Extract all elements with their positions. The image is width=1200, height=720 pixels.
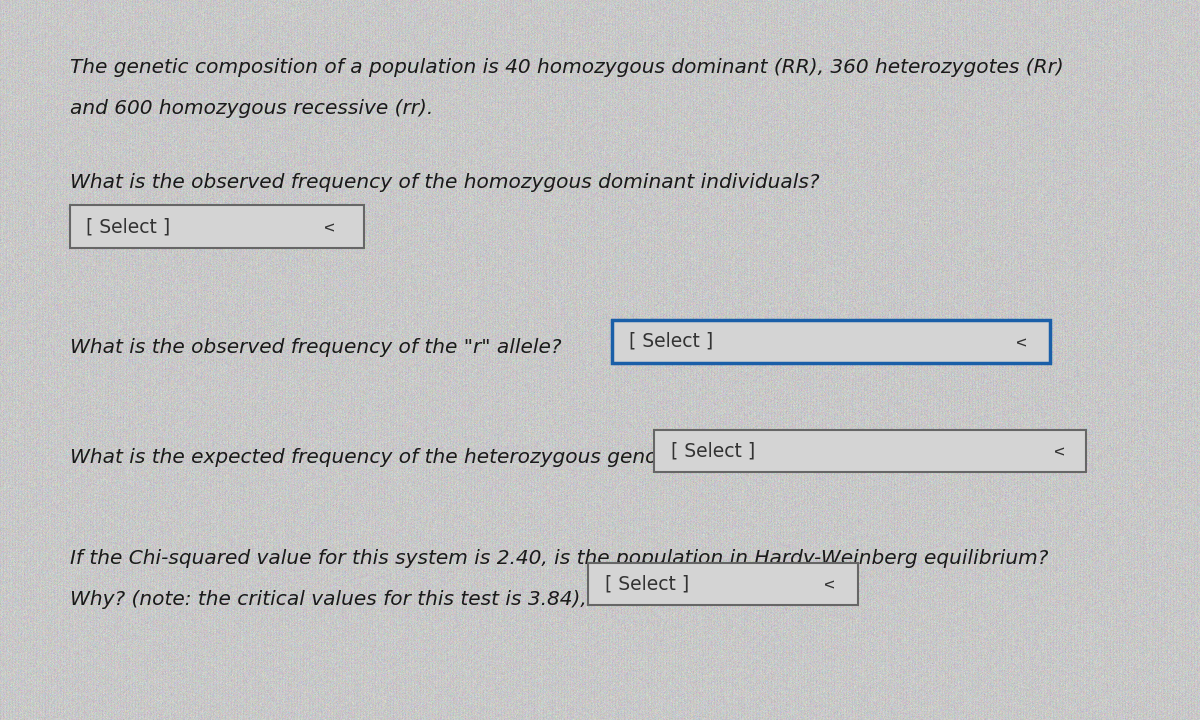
- Text: What is the observed frequency of the homozygous dominant individuals?: What is the observed frequency of the ho…: [70, 173, 820, 192]
- FancyBboxPatch shape: [588, 563, 858, 605]
- Text: v: v: [821, 580, 835, 588]
- Text: [ Select ]: [ Select ]: [629, 332, 713, 351]
- Text: If the Chi-squared value for this system is 2.40, is the population in Hardy-Wei: If the Chi-squared value for this system…: [70, 549, 1048, 567]
- Text: The genetic composition of a population is 40 homozygous dominant (RR), 360 hete: The genetic composition of a population …: [70, 58, 1063, 76]
- Text: [ Select ]: [ Select ]: [86, 217, 170, 236]
- FancyBboxPatch shape: [654, 430, 1086, 472]
- Text: [ Select ]: [ Select ]: [671, 441, 755, 460]
- Text: What is the observed frequency of the "r" allele?: What is the observed frequency of the "r…: [70, 338, 562, 357]
- FancyBboxPatch shape: [70, 205, 364, 248]
- Text: What is the expected frequency of the heterozygous genotype?: What is the expected frequency of the he…: [70, 448, 713, 467]
- Text: v: v: [1051, 446, 1066, 455]
- Text: v: v: [320, 222, 335, 231]
- FancyBboxPatch shape: [612, 320, 1050, 363]
- Text: v: v: [1013, 337, 1027, 346]
- Text: [ Select ]: [ Select ]: [605, 575, 689, 593]
- Text: Why? (note: the critical values for this test is 3.84),: Why? (note: the critical values for this…: [70, 590, 587, 609]
- Text: and 600 homozygous recessive (rr).: and 600 homozygous recessive (rr).: [70, 99, 433, 118]
